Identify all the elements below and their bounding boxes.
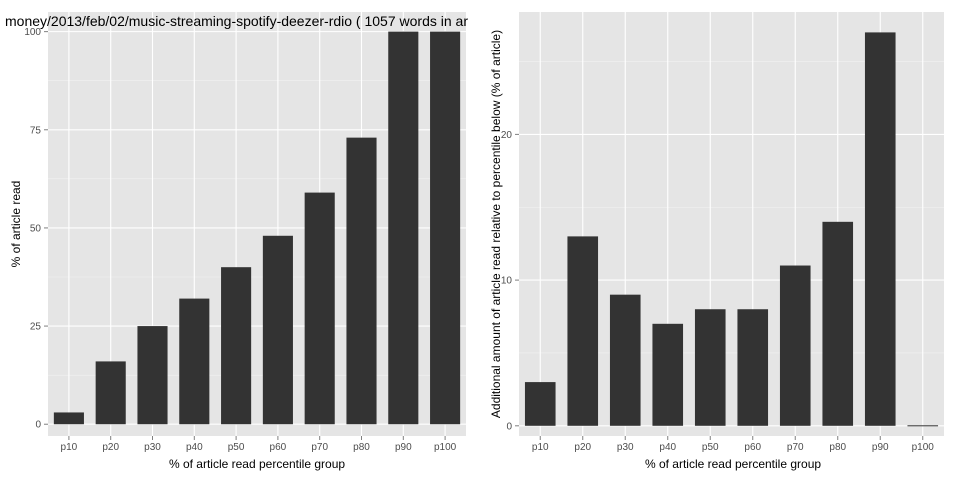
bar-p30	[137, 326, 168, 425]
x-tick-label: p80	[829, 442, 846, 453]
bar-p100	[907, 425, 939, 427]
y-tick-label: 10	[501, 276, 513, 287]
bar-p100	[430, 31, 461, 425]
y-tick-label: 50	[30, 223, 42, 234]
x-tick-label: p60	[744, 442, 761, 453]
bar-p70	[304, 192, 335, 425]
x-tick-label: p40	[659, 442, 676, 453]
bar-p90	[864, 32, 896, 426]
chart-panel-2: 0 10 20 p10 p20 p30 p40 p50 p60 p70 p80 p90 p100 % of…	[489, 12, 944, 471]
x-tick-label: p70	[787, 442, 804, 453]
bar-p30	[609, 294, 641, 426]
x-tick-label: p50	[702, 442, 719, 453]
x-tick-label: p10	[61, 442, 78, 453]
x-tick-label: p50	[228, 442, 245, 453]
x-tick-label: p20	[102, 442, 119, 453]
chart-title: money/2013/feb/02/music-streaming-spotif…	[5, 13, 468, 29]
bar-p40	[179, 298, 210, 425]
y-tick-label: 0	[35, 420, 41, 431]
x-tick-label: p20	[574, 442, 591, 453]
y-tick-label: 75	[30, 125, 42, 136]
x-tick-label: p90	[872, 442, 889, 453]
y-tick-label: 0	[506, 421, 512, 432]
x-tick-label: p60	[270, 442, 287, 453]
y-tick-label: 25	[30, 322, 42, 333]
bar-p90	[388, 31, 419, 425]
x-tick-label: p10	[532, 442, 549, 453]
x-tick-label: p100	[912, 442, 935, 453]
x-axis-title: % of article read percentile group	[169, 457, 345, 471]
x-axis-title: % of article read percentile group	[645, 457, 821, 471]
y-axis-title: Additional amount of article read relati…	[489, 30, 503, 418]
y-tick-label: 100	[24, 27, 41, 38]
x-tick-label: p70	[311, 442, 328, 453]
y-tick-label: 20	[501, 130, 513, 141]
x-tick-label: p90	[395, 442, 412, 453]
bar-p80	[346, 137, 377, 425]
bar-p50	[221, 267, 252, 425]
y-axis-title: % of article read	[9, 181, 23, 268]
x-tick-label: p100	[434, 442, 457, 453]
x-tick-label: p80	[353, 442, 370, 453]
bar-p60	[737, 309, 769, 426]
bar-p70	[779, 265, 811, 426]
bar-p20	[567, 236, 599, 426]
bar-p20	[95, 361, 126, 425]
x-tick-label: p30	[144, 442, 161, 453]
bar-p80	[822, 221, 854, 426]
bar-p10	[524, 382, 556, 426]
bar-p50	[694, 309, 726, 426]
bar-p40	[652, 323, 684, 426]
x-tick-label: p30	[617, 442, 634, 453]
chart-panel-1: 0 25 50 75 100 p10 p20 p30 p40 p50 p60 p70 p80 p90 p10…	[5, 12, 468, 471]
x-tick-label: p40	[186, 442, 203, 453]
bar-p10	[53, 412, 84, 425]
bar-p60	[262, 235, 293, 425]
